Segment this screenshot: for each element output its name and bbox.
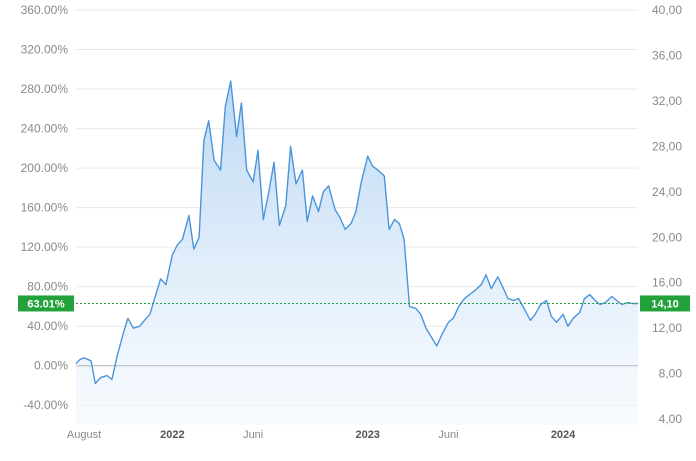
right-tick-label: 36,00 xyxy=(652,48,682,62)
x-tick-label: 2024 xyxy=(551,429,576,441)
right-tick-label: 12,00 xyxy=(652,321,682,335)
left-tick-label: 320.00% xyxy=(21,43,69,57)
x-tick-label: August xyxy=(67,429,101,441)
left-tick-label: 0.00% xyxy=(34,359,68,373)
left-tick-label: 200.00% xyxy=(21,161,69,175)
price-area xyxy=(76,81,638,425)
left-tick-label: 160.00% xyxy=(21,201,69,215)
left-tick-label: 280.00% xyxy=(21,82,69,96)
right-tick-label: 20,00 xyxy=(652,230,682,244)
right-price-axis: 4,00 8,00 12,00 16,00 20,00 24,00 28,00 32,00 36… xyxy=(652,3,682,426)
current-percent-label: 63.01% xyxy=(27,298,65,310)
left-tick-label: -40.00% xyxy=(23,398,68,412)
left-tick-label: 360.00% xyxy=(21,3,69,17)
current-percent-badge xyxy=(18,295,74,312)
price-line xyxy=(75,80,638,385)
x-tick-label: Juni xyxy=(438,429,458,441)
x-tick-label: 2022 xyxy=(160,429,184,441)
current-price-label: 14,10 xyxy=(651,298,679,310)
left-percent-axis: -40.00% 0.00% 40.00% 80.00% 120.00% 160.00% 20… xyxy=(21,3,69,412)
x-tick-label: 2023 xyxy=(355,429,379,441)
right-tick-label: 32,00 xyxy=(652,94,682,108)
x-date-axis: August 2022 Juni 2023 Juni 2024 xyxy=(67,429,576,441)
current-value-marker: 63.01% 14,10 xyxy=(18,295,690,312)
left-tick-label: 240.00% xyxy=(21,122,69,136)
left-tick-label: 80.00% xyxy=(27,280,68,294)
right-tick-label: 4,00 xyxy=(659,412,683,426)
right-tick-label: 8,00 xyxy=(659,367,683,381)
left-tick-label: 40.00% xyxy=(27,319,68,333)
right-tick-label: 24,00 xyxy=(652,185,682,199)
x-tick-label: Juni xyxy=(243,429,263,441)
right-tick-label: 16,00 xyxy=(652,276,682,290)
left-tick-label: 120.00% xyxy=(21,240,69,254)
right-tick-label: 40,00 xyxy=(652,3,682,17)
area-fill xyxy=(76,81,638,425)
current-price-badge xyxy=(640,295,690,312)
right-tick-label: 28,00 xyxy=(652,139,682,153)
series-line xyxy=(75,80,638,385)
